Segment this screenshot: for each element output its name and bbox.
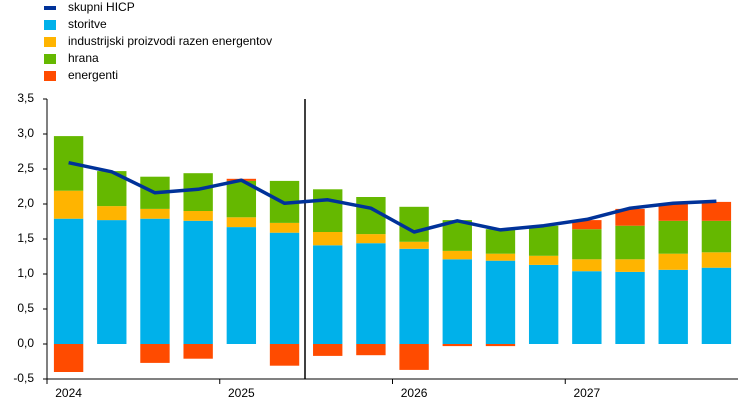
bar-segment	[442, 344, 472, 347]
bar-segment	[399, 248, 429, 344]
bar-segment	[140, 218, 170, 344]
y-tick-label: 2,0	[17, 196, 34, 210]
y-tick-label: 3,5	[17, 91, 34, 105]
bar-segment	[53, 218, 84, 344]
y-tick-label: -0,5	[13, 371, 34, 385]
bar-segment	[442, 250, 472, 260]
bar-segment	[615, 271, 645, 344]
bar-segment	[97, 206, 127, 221]
bar-segment	[701, 267, 732, 344]
bar-segment	[140, 208, 170, 219]
bar-segment	[658, 269, 688, 344]
bar-segment	[572, 271, 602, 344]
bar-segment	[313, 232, 343, 246]
legend-label: hrana	[68, 51, 99, 65]
bar-segment	[658, 253, 688, 270]
bar-segment	[528, 225, 559, 256]
bar-segment	[140, 344, 170, 363]
bar-segment	[269, 222, 300, 233]
bar-segment	[528, 264, 559, 344]
bar-segment	[701, 201, 732, 221]
bar-segment	[442, 220, 472, 251]
legend-label: energenti	[68, 68, 118, 82]
y-tick-label: 0,0	[17, 336, 34, 350]
bar-segment	[356, 344, 386, 356]
legend-label: storitve	[68, 17, 107, 31]
legend-label: skupni HICP	[68, 0, 135, 14]
bar-segment	[615, 208, 645, 226]
bar-segment	[183, 211, 213, 221]
bar-segment	[269, 344, 300, 366]
bar-segment	[399, 206, 429, 242]
bar-segment	[485, 229, 516, 254]
bar-segment	[356, 234, 386, 244]
bar-segment	[572, 229, 602, 260]
bar-segment	[485, 260, 516, 344]
bar-segment	[97, 220, 127, 344]
bar-segment	[701, 220, 732, 253]
bar-segment	[399, 241, 429, 249]
bar-segment	[442, 259, 472, 344]
legend-swatch	[44, 20, 56, 30]
bar-segment	[183, 220, 213, 344]
x-tick-label: 2026	[401, 386, 428, 400]
y-tick-label: 2,5	[17, 161, 34, 175]
bar-segment	[658, 220, 688, 254]
legend-swatch	[44, 6, 56, 10]
bar-segment	[528, 255, 559, 265]
bar-segment	[572, 220, 602, 230]
bar-segment	[485, 344, 516, 347]
bar-segment	[183, 344, 213, 359]
bar-segment	[615, 259, 645, 272]
line-series	[68, 160, 717, 234]
bar-segment	[485, 253, 516, 261]
bar-segment	[615, 225, 645, 260]
bar-segment	[658, 203, 688, 221]
bar-segment	[313, 245, 343, 344]
bar-segment	[356, 243, 386, 344]
bar-segment	[572, 259, 602, 272]
bar-segment	[226, 227, 257, 344]
bar-segment	[226, 217, 257, 228]
bar-segment	[313, 344, 343, 356]
y-tick-label: 1,5	[17, 231, 34, 245]
y-tick-label: 0,5	[17, 301, 34, 315]
legend-swatch	[44, 37, 56, 47]
bar-segment	[183, 173, 213, 211]
legend-swatch	[44, 54, 56, 64]
y-tick-label: 1,0	[17, 266, 34, 280]
bar-segment	[313, 189, 343, 232]
bar-segment	[53, 344, 84, 372]
legend-swatch	[44, 71, 56, 81]
bar-segment	[701, 252, 732, 268]
bar-segment	[399, 344, 429, 370]
bar-segment	[53, 190, 84, 219]
legend-label: industrijski proizvodi razen energentov	[68, 34, 272, 48]
x-tick-label: 2025	[228, 386, 255, 400]
y-tick-label: 3,0	[17, 126, 34, 140]
x-tick-label: 2027	[573, 386, 600, 400]
bar-segment	[269, 232, 300, 344]
x-tick-label: 2024	[55, 386, 82, 400]
